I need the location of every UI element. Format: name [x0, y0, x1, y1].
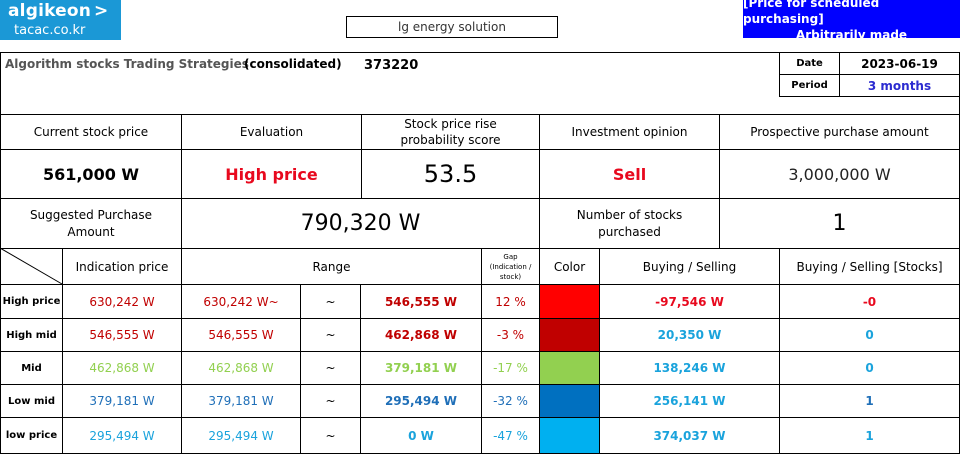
- opinion-label: Investment opinion: [539, 114, 720, 150]
- row-label: High price: [0, 284, 63, 319]
- indication-price: 462,868 W: [62, 351, 182, 385]
- buy-sell-stocks: -0: [779, 284, 960, 319]
- color-swatch: [539, 384, 600, 418]
- suggested-amount-label: Suggested Purchase Amount: [0, 198, 182, 249]
- period-value: 3 months: [839, 74, 960, 97]
- color-swatch: [539, 417, 600, 454]
- stocks-purchased-value: 1: [719, 198, 960, 249]
- range-header: Range: [181, 248, 482, 285]
- buy-sell-header: Buying / Selling: [599, 248, 780, 285]
- period-label: Period: [779, 74, 840, 97]
- gap-value: -32 %: [481, 384, 540, 418]
- prospective-value: 3,000,000 W: [719, 149, 960, 199]
- stocks-purchased-label: Number of stocks purchased: [539, 198, 720, 249]
- buy-sell-stocks: 1: [779, 417, 960, 454]
- buy-sell-stocks: 1: [779, 384, 960, 418]
- indication-price: 295,494 W: [62, 417, 182, 454]
- row-label: Low mid: [0, 384, 63, 418]
- color-swatch: [539, 351, 600, 385]
- gap-value: -3 %: [481, 318, 540, 352]
- gap-value: 12 %: [481, 284, 540, 319]
- indication-price-header: Indication price: [62, 248, 182, 285]
- scheduled-price-banner: [Price for scheduled purchasing] Arbitra…: [743, 0, 960, 42]
- range-tilde: ~: [300, 284, 361, 319]
- buy-sell-stocks: 0: [779, 351, 960, 385]
- buy-sell-amount: 20,350 W: [599, 318, 780, 352]
- row-label: Mid: [0, 351, 63, 385]
- page-title: Algorithm stocks Trading Strategies: [5, 57, 249, 71]
- opinion-value: Sell: [539, 149, 720, 199]
- row-label: low price: [0, 417, 63, 454]
- date-label: Date: [779, 52, 840, 75]
- range-to: 379,181 W: [360, 351, 482, 385]
- buy-sell-stocks: 0: [779, 318, 960, 352]
- probability-label: Stock price rise probability score: [361, 114, 540, 150]
- stock-code: 373220: [364, 58, 419, 73]
- color-header: Color: [539, 248, 600, 285]
- range-to: 462,868 W: [360, 318, 482, 352]
- current-price-value: 561,000 W: [0, 149, 182, 199]
- date-value: 2023-06-19: [839, 52, 960, 75]
- indication-price: 379,181 W: [62, 384, 182, 418]
- color-swatch: [539, 318, 600, 352]
- row-label: High mid: [0, 318, 63, 352]
- range-from: 630,242 W~: [181, 284, 301, 319]
- suggested-amount-value: 790,320 W: [181, 198, 540, 249]
- buy-sell-amount: 374,037 W: [599, 417, 780, 454]
- algikeon-logo[interactable]: algikeon > tacac.co.kr: [0, 0, 121, 40]
- current-price-label: Current stock price: [0, 114, 182, 150]
- prospective-label: Prospective purchase amount: [719, 114, 960, 150]
- banner-line1: [Price for scheduled purchasing]: [743, 0, 880, 26]
- buy-sell-amount: -97,546 W: [599, 284, 780, 319]
- evaluation-value: High price: [181, 149, 362, 199]
- indication-price: 546,555 W: [62, 318, 182, 352]
- indication-price: 630,242 W: [62, 284, 182, 319]
- range-from: 379,181 W: [181, 384, 301, 418]
- range-tilde: ~: [300, 417, 361, 454]
- range-to: 546,555 W: [360, 284, 482, 319]
- evaluation-label: Evaluation: [181, 114, 362, 150]
- gap-value: -47 %: [481, 417, 540, 454]
- buy-sell-amount: 138,246 W: [599, 351, 780, 385]
- color-swatch: [539, 284, 600, 319]
- range-from: 295,494 W: [181, 417, 301, 454]
- banner-line2: Arbitrarily made: [795, 28, 908, 42]
- probability-value: 53.5: [361, 149, 540, 199]
- stock-name-value: lg energy solution: [398, 20, 506, 34]
- chevron-right-icon: >: [94, 1, 109, 21]
- range-tilde: ~: [300, 318, 361, 352]
- buy-sell-amount: 256,141 W: [599, 384, 780, 418]
- diagonal-line: [0, 248, 63, 285]
- corner-header: [0, 248, 63, 285]
- range-from: 546,555 W: [181, 318, 301, 352]
- gap-value: -17 %: [481, 351, 540, 385]
- range-from: 462,868 W: [181, 351, 301, 385]
- logo-name: algikeon: [8, 1, 92, 21]
- logo-domain: tacac.co.kr: [14, 23, 86, 38]
- gap-header: Gap (Indication / stock): [481, 248, 540, 285]
- range-tilde: ~: [300, 351, 361, 385]
- stock-name-field[interactable]: lg energy solution: [346, 16, 558, 38]
- page-subtitle: (consolidated): [244, 57, 342, 71]
- buy-sell-stocks-header: Buying / Selling [Stocks]: [779, 248, 960, 285]
- range-to: 0 W: [360, 417, 482, 454]
- range-to: 295,494 W: [360, 384, 482, 418]
- range-tilde: ~: [300, 384, 361, 418]
